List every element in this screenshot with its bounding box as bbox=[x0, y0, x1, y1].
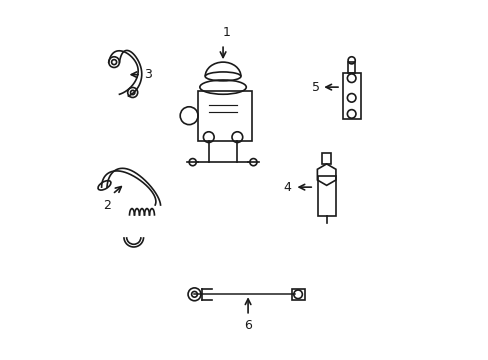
Bar bbox=[347, 62, 354, 73]
Text: 1: 1 bbox=[222, 26, 230, 39]
Text: 5: 5 bbox=[311, 81, 319, 94]
Text: 4: 4 bbox=[283, 181, 290, 194]
Bar bbox=[291, 289, 304, 300]
Text: 3: 3 bbox=[144, 68, 152, 81]
Bar bbox=[342, 73, 360, 119]
Bar bbox=[317, 176, 335, 216]
Bar bbox=[198, 91, 251, 141]
Text: 6: 6 bbox=[244, 319, 251, 332]
Bar bbox=[322, 153, 330, 164]
Text: 2: 2 bbox=[103, 199, 111, 212]
